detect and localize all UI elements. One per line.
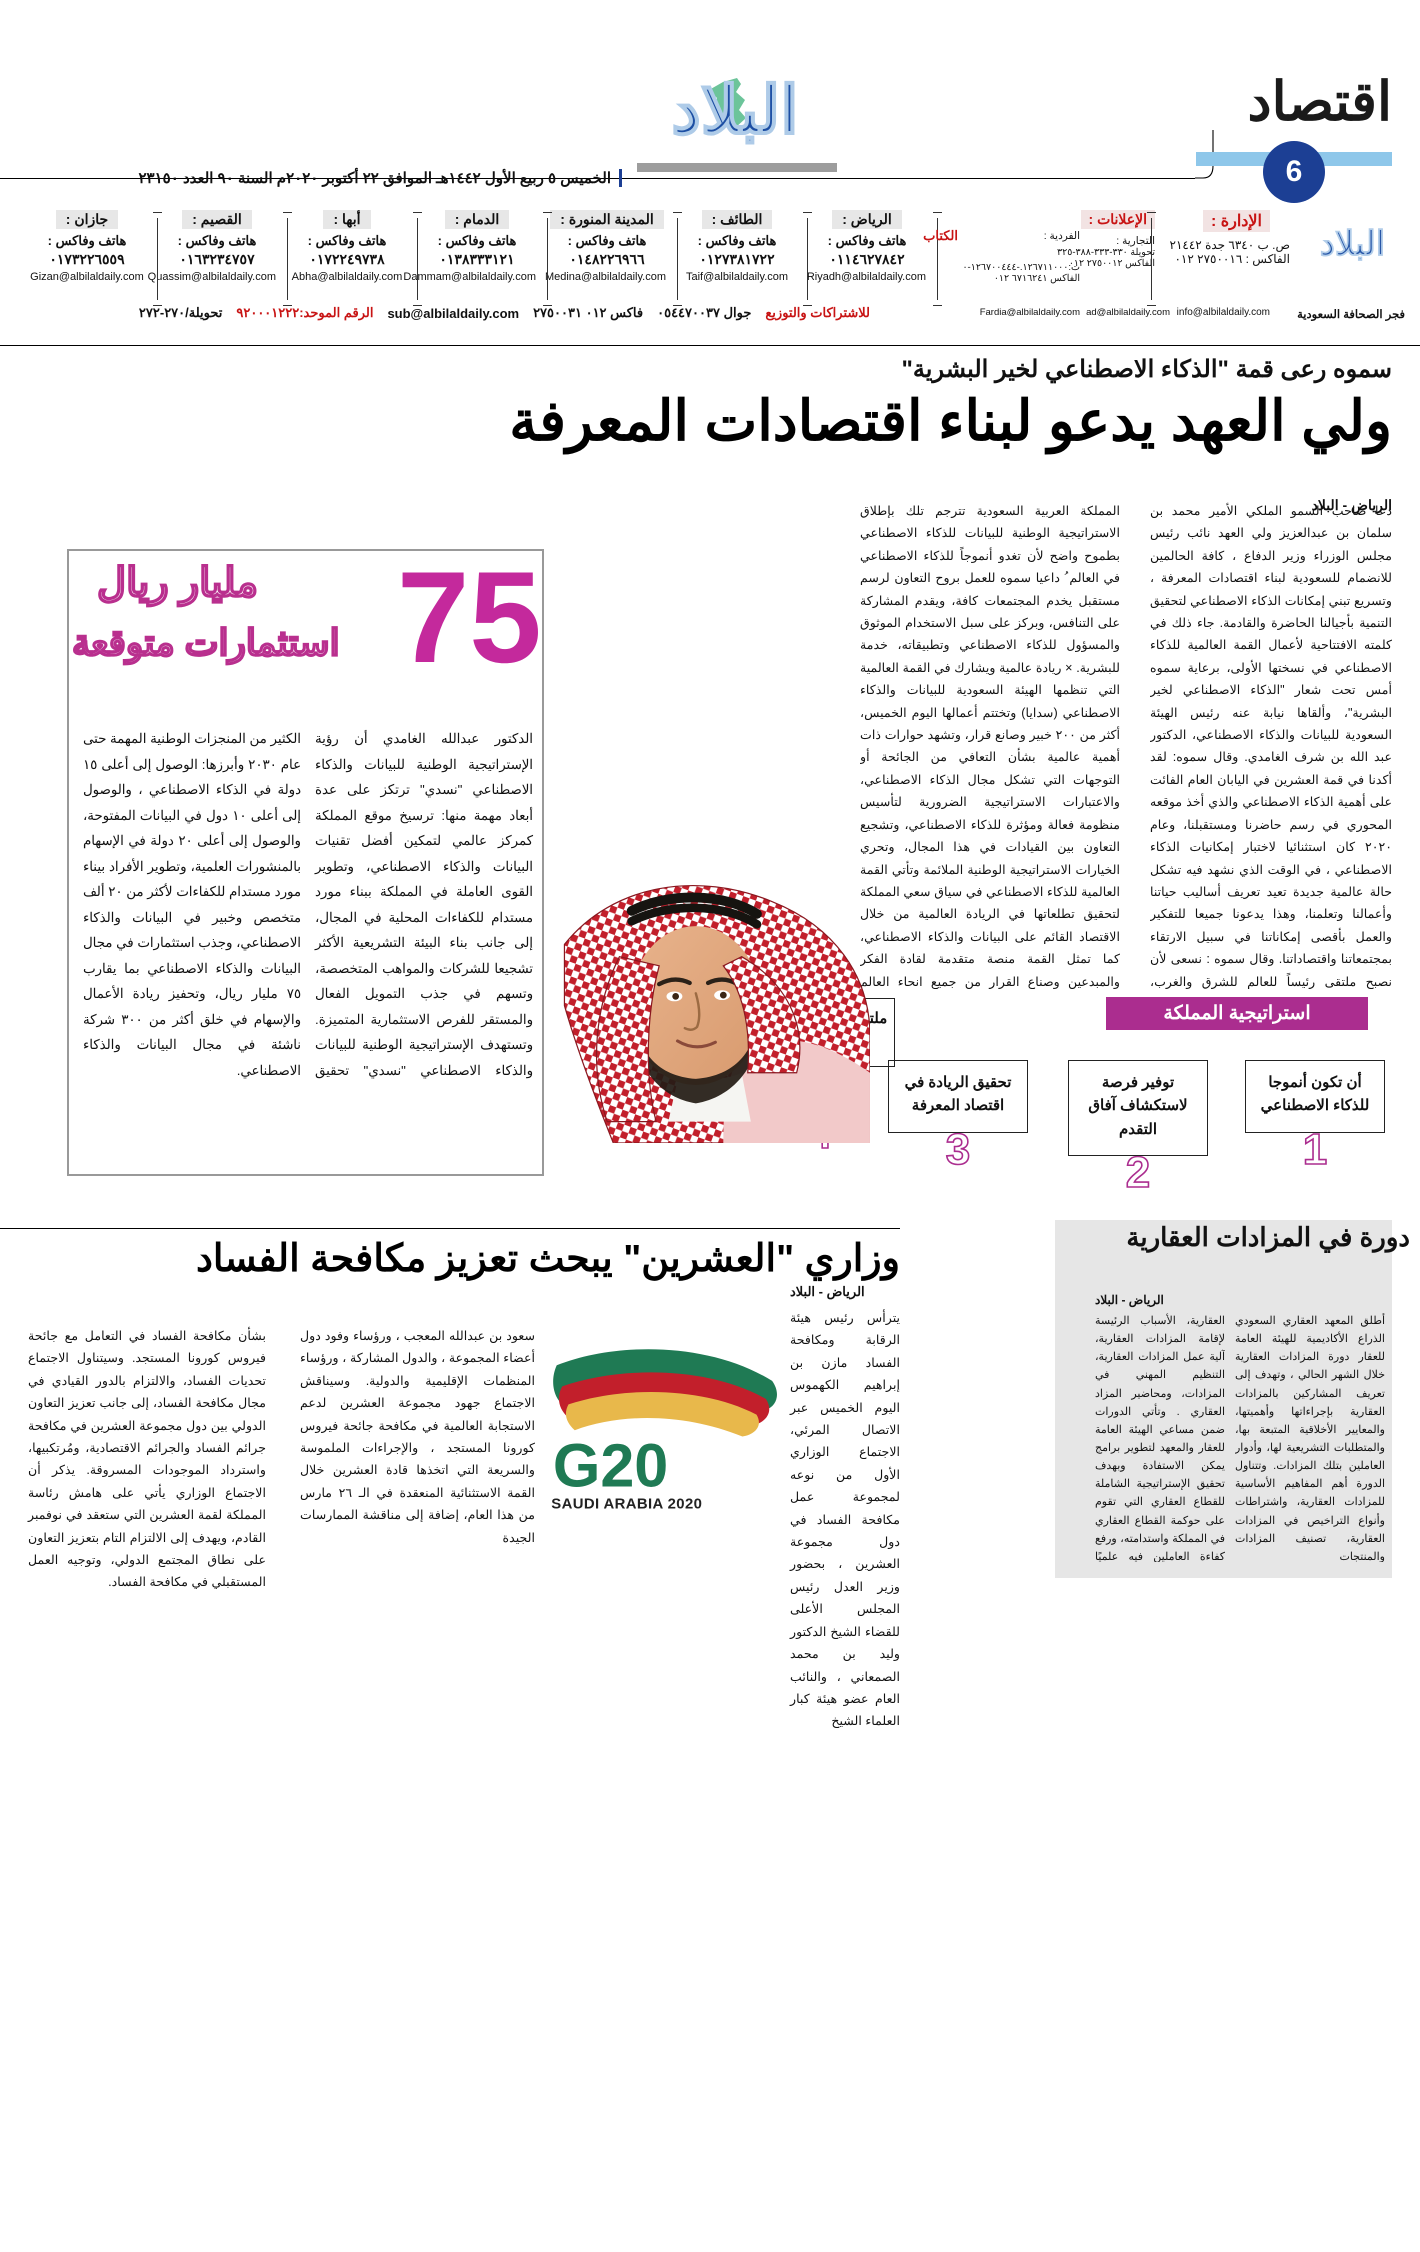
svg-text:G20: G20 — [553, 1432, 668, 1500]
svg-text:SAUDI ARABIA 2020: SAUDI ARABIA 2020 — [551, 1497, 702, 1513]
